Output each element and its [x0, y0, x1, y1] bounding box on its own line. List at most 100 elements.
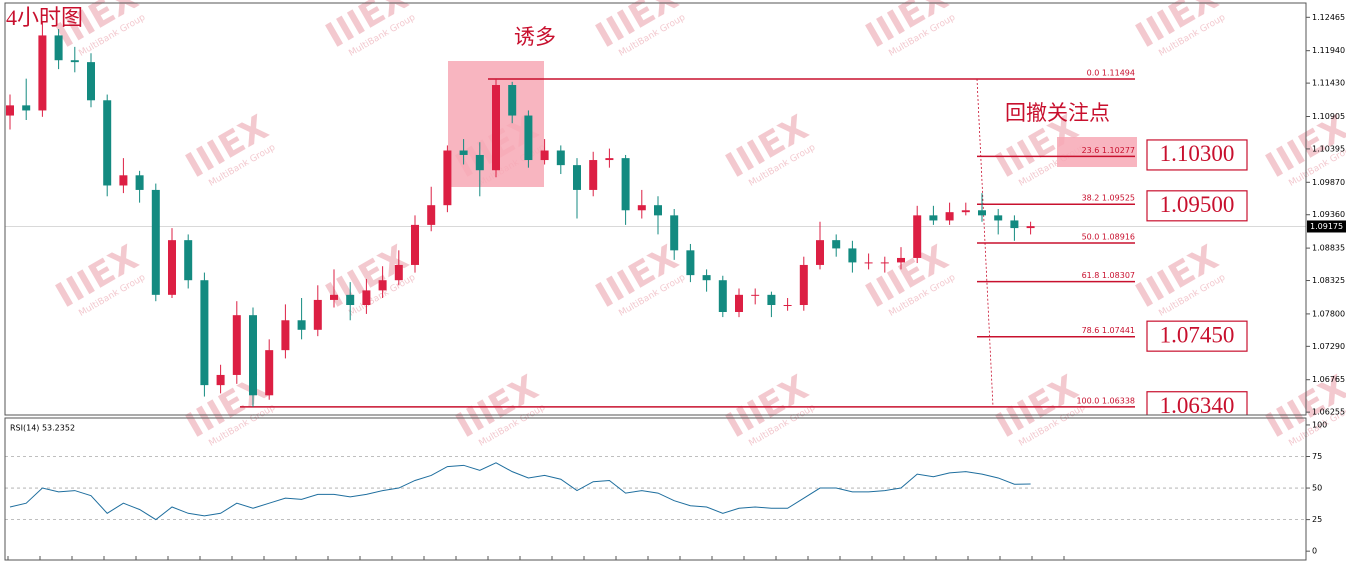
- candle-body: [151, 189, 160, 295]
- indicator-name: RSI(14) 53.2352: [10, 424, 75, 433]
- candle-body: [168, 240, 176, 295]
- y-tick-label: 1.06255: [1312, 408, 1345, 417]
- fib-label: 0.0 1.11494: [1087, 69, 1135, 78]
- candle-body: [459, 150, 468, 155]
- y-tick-label: 1.07290: [1312, 342, 1345, 351]
- rsi-tick-label: 0: [1312, 547, 1317, 556]
- candle-body: [443, 150, 452, 206]
- y-tick-label: 1.09870: [1312, 178, 1345, 187]
- candle-body: [718, 280, 727, 312]
- rsi-tick-label: 25: [1312, 515, 1322, 524]
- y-tick-label: 1.06765: [1312, 375, 1345, 384]
- candle-body: [281, 320, 290, 351]
- y-tick-label: 1.11430: [1312, 79, 1345, 88]
- candle-body: [492, 85, 500, 171]
- candle-body: [87, 62, 95, 101]
- candle-body: [297, 320, 306, 330]
- candle-body: [654, 205, 662, 216]
- watch-label: 回撤关注点: [1005, 101, 1110, 125]
- candle-body: [313, 299, 322, 330]
- target-label: 1.09500: [1160, 192, 1235, 217]
- candle-body: [265, 350, 274, 396]
- candle-body: [540, 150, 549, 161]
- candle-body: [735, 294, 743, 312]
- candle-body: [702, 275, 711, 281]
- fib-label: 50.0 1.08916: [1082, 232, 1135, 241]
- target-label: 1.06340: [1160, 393, 1235, 418]
- fib-label: 38.2 1.09525: [1082, 194, 1135, 203]
- candle-body: [216, 374, 225, 386]
- candle-body: [913, 215, 922, 258]
- candle-body: [670, 215, 679, 251]
- candle-body: [621, 158, 630, 211]
- level-highlight: [1057, 137, 1137, 167]
- candle-body: [589, 160, 598, 190]
- candle-body: [573, 165, 581, 190]
- target-box: [1146, 391, 1248, 415]
- current-price-label: 1.09175: [1310, 222, 1343, 231]
- y-tick-label: 1.12465: [1312, 13, 1345, 22]
- candle-body: [524, 115, 533, 161]
- candle-body: [394, 264, 403, 281]
- target-box: [1146, 320, 1248, 352]
- candle-body: [880, 262, 889, 264]
- axes: 1.12465 1.11940 1.11430 1.10905 1.10395 1.098…: [7, 13, 1346, 560]
- y-tick-label: 1.07800: [1312, 309, 1345, 318]
- candle-body: [427, 205, 436, 225]
- retracement-diagonal: [976, 79, 994, 407]
- candle-body: [686, 250, 695, 276]
- candle-body: [556, 150, 565, 166]
- price-frame: [4, 2, 1307, 416]
- y-tick-label: 1.11940: [1312, 46, 1345, 55]
- rsi-tick-label: 75: [1312, 452, 1322, 461]
- candle-body: [897, 257, 905, 263]
- rsi-tick-label: 100: [1312, 420, 1327, 429]
- price-panel: 0.0 1.11494 23.6 1.10277 38.2 1.09525 50.0 …: [5, 21, 1306, 418]
- fib-label: 100.0 1.06338: [1076, 396, 1135, 405]
- candle-body: [22, 105, 31, 111]
- candle-body: [799, 264, 808, 306]
- rsi-tick-label: 50: [1312, 484, 1322, 493]
- target-box: [1146, 190, 1248, 222]
- candle-body: [832, 240, 841, 249]
- y-tick-label: 1.08325: [1312, 276, 1345, 285]
- y-tick-label: 1.08835: [1312, 244, 1345, 253]
- candle-body: [864, 262, 873, 264]
- candle-body: [605, 158, 614, 161]
- candle-body: [767, 294, 776, 306]
- candle-body: [508, 85, 517, 116]
- rsi-frame: [4, 417, 1307, 561]
- candle-body: [978, 210, 986, 216]
- candle-body: [184, 240, 193, 281]
- target-label: 1.10300: [1160, 141, 1235, 166]
- candle-body: [200, 280, 209, 386]
- candle-body: [411, 224, 419, 265]
- candle-body: [929, 215, 938, 221]
- candle-body: [54, 35, 63, 61]
- candle-body: [1010, 220, 1019, 229]
- y-tick-label: 1.09360: [1312, 210, 1345, 219]
- target-label: 1.07450: [1160, 322, 1235, 347]
- candle-body: [945, 212, 954, 221]
- y-tick-label: 1.10905: [1312, 112, 1345, 121]
- candle-body: [249, 315, 257, 396]
- candle-body: [378, 280, 387, 291]
- chart-title: 4小时图: [6, 5, 83, 30]
- fib-label: 78.6 1.07441: [1082, 326, 1135, 335]
- candle-body: [783, 305, 792, 307]
- candle-body: [346, 294, 355, 306]
- candle-body: [994, 215, 1003, 221]
- trap-label: 诱多: [514, 25, 556, 49]
- candle-body: [70, 60, 79, 63]
- rsi-panel: [5, 456, 1306, 521]
- candle-body: [637, 205, 646, 211]
- target-box: [1146, 139, 1248, 171]
- fib-label: 61.8 1.08307: [1082, 271, 1135, 280]
- candle-body: [119, 175, 128, 186]
- candle-body: [330, 294, 338, 300]
- candle-body: [135, 175, 144, 190]
- candle-body: [751, 294, 760, 296]
- candle-body: [232, 315, 241, 375]
